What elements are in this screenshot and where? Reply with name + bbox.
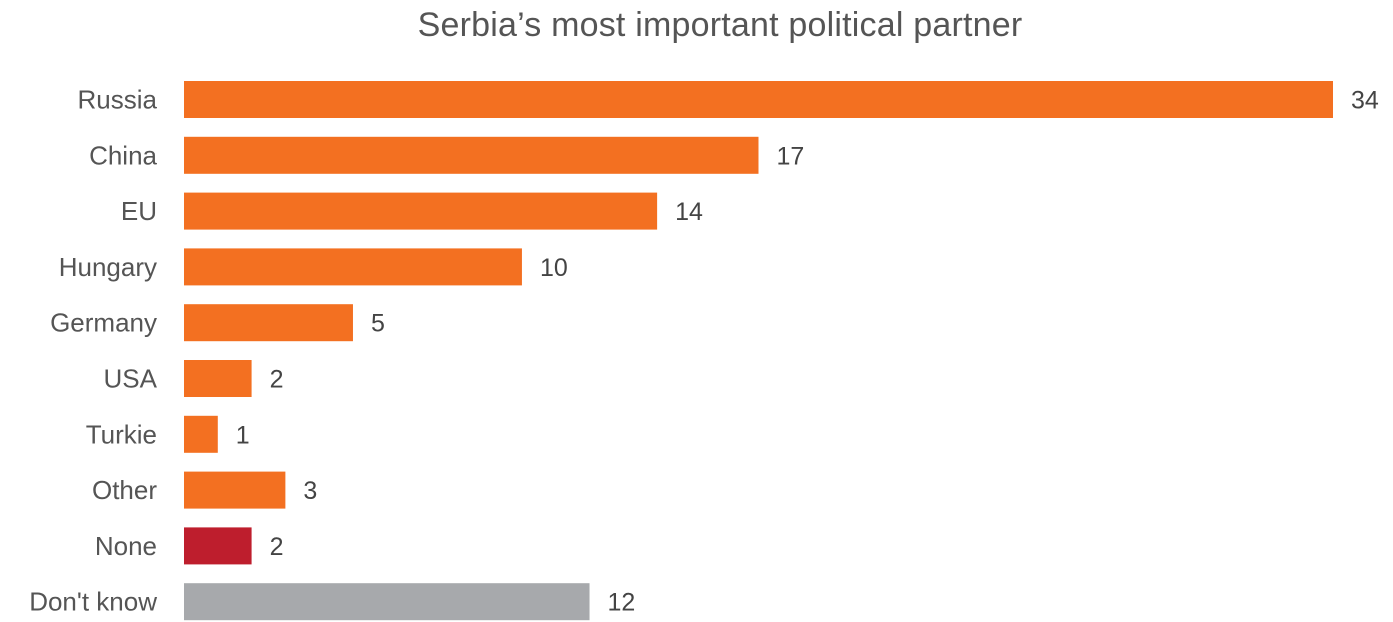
bar-russia: [184, 81, 1333, 118]
value-label-eu: 14: [675, 198, 703, 226]
value-label-other: 3: [303, 477, 317, 505]
bar-none: [184, 527, 252, 565]
category-label-usa: USA: [104, 364, 158, 394]
category-label-eu: EU: [121, 196, 157, 226]
value-label-don-t-know: 12: [608, 589, 636, 617]
bar-eu: [184, 192, 658, 230]
category-label-don-t-know: Don't know: [29, 587, 157, 617]
category-label-russia: Russia: [78, 85, 158, 115]
bar-don-t-know: [184, 583, 590, 621]
bar-other: [184, 471, 286, 509]
category-label-turkie: Turkie: [86, 419, 157, 449]
category-label-none: None: [95, 531, 157, 561]
bar-germany: [184, 304, 353, 342]
value-label-usa: 2: [270, 366, 284, 394]
value-label-russia: 34: [1351, 87, 1379, 115]
category-label-germany: Germany: [50, 308, 157, 338]
category-labels-group: Russia China EU Hungary Germany USA Turkie Othe…: [29, 85, 157, 617]
bar-hungary: [184, 248, 522, 286]
category-label-other: Other: [92, 475, 157, 505]
category-label-china: China: [89, 140, 157, 170]
value-label-hungary: 10: [540, 254, 568, 282]
value-label-china: 17: [777, 142, 805, 170]
bar-turkie: [184, 415, 218, 453]
value-label-germany: 5: [371, 310, 385, 338]
bars-group: [184, 81, 1333, 621]
bar-usa: [184, 360, 252, 397]
bar-china: [184, 136, 759, 174]
chart-title: Serbia’s most important political partne…: [417, 6, 1023, 44]
value-label-turkie: 1: [236, 421, 250, 449]
value-label-none: 2: [270, 533, 284, 561]
category-label-hungary: Hungary: [59, 252, 157, 282]
